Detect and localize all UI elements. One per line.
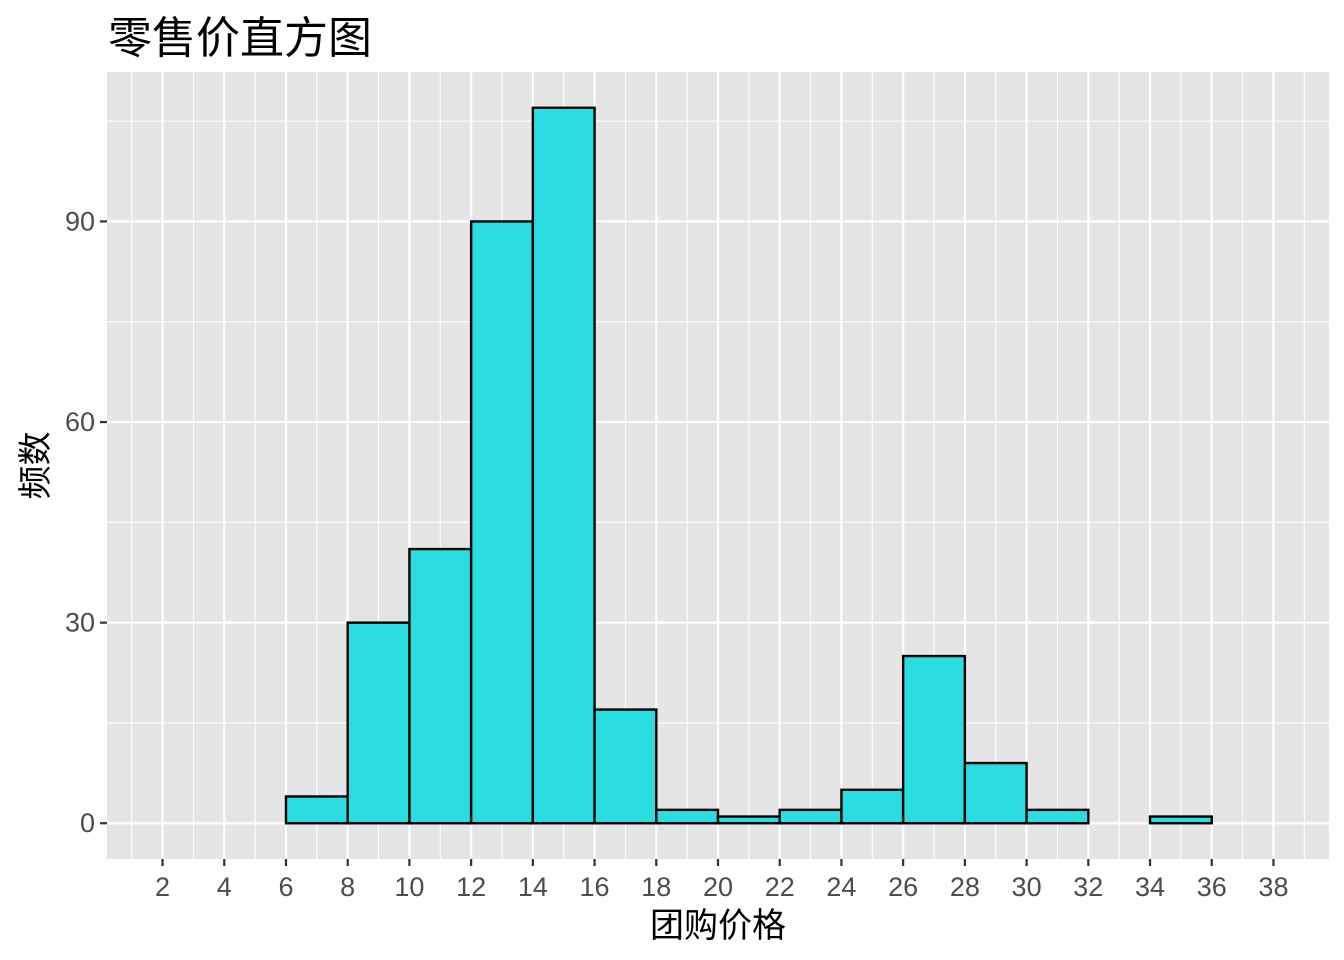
x-tick-label: 38 bbox=[1258, 872, 1288, 902]
histogram-bar bbox=[778, 808, 843, 825]
x-tick-label: 18 bbox=[641, 872, 671, 902]
y-tick-label: 30 bbox=[65, 608, 95, 638]
x-tick-label: 4 bbox=[217, 872, 232, 902]
histogram-bar bbox=[963, 761, 1028, 825]
x-tick-label: 6 bbox=[278, 872, 293, 902]
x-tick-label: 30 bbox=[1012, 872, 1042, 902]
y-axis-title: 频数 bbox=[16, 432, 56, 500]
x-tick-label: 2 bbox=[155, 872, 170, 902]
x-tick-label: 16 bbox=[580, 872, 610, 902]
histogram-bar bbox=[593, 708, 658, 825]
y-tick-label: 0 bbox=[80, 808, 95, 838]
histogram-bar bbox=[346, 621, 411, 825]
x-tick-label: 28 bbox=[950, 872, 980, 902]
histogram-bar bbox=[1025, 808, 1090, 825]
x-tick-label: 12 bbox=[456, 872, 486, 902]
x-tick-label: 20 bbox=[703, 872, 733, 902]
x-tick-label: 22 bbox=[765, 872, 795, 902]
x-tick-label: 14 bbox=[518, 872, 548, 902]
histogram-bar bbox=[1148, 815, 1213, 825]
x-tick-label: 10 bbox=[394, 872, 424, 902]
histogram-bar bbox=[901, 654, 967, 825]
histogram-bar bbox=[531, 106, 596, 825]
y-axis: 0 30 60 90 bbox=[65, 206, 107, 838]
y-tick-label: 60 bbox=[65, 407, 95, 437]
histogram-bar bbox=[716, 815, 781, 825]
x-tick-label: 34 bbox=[1135, 872, 1165, 902]
x-tick-label: 8 bbox=[340, 872, 355, 902]
histogram-bar bbox=[408, 547, 473, 825]
x-axis: 2 4 6 8 10 12 14 16 18 20 22 24 26 28 30 32 34 36 38 bbox=[155, 859, 1288, 902]
histogram-bars bbox=[284, 106, 1213, 825]
histogram-bar bbox=[840, 788, 905, 825]
histogram-bar bbox=[655, 808, 720, 825]
x-axis-title: 团购价格 bbox=[650, 906, 786, 946]
histogram-bar bbox=[469, 220, 535, 825]
x-tick-label: 32 bbox=[1073, 872, 1103, 902]
x-tick-label: 24 bbox=[826, 872, 856, 902]
y-tick-label: 90 bbox=[65, 206, 95, 236]
histogram-bar bbox=[284, 795, 349, 825]
x-tick-label: 36 bbox=[1197, 872, 1227, 902]
chart-title: 零售价直方图 bbox=[108, 13, 372, 64]
x-tick-label: 26 bbox=[888, 872, 918, 902]
